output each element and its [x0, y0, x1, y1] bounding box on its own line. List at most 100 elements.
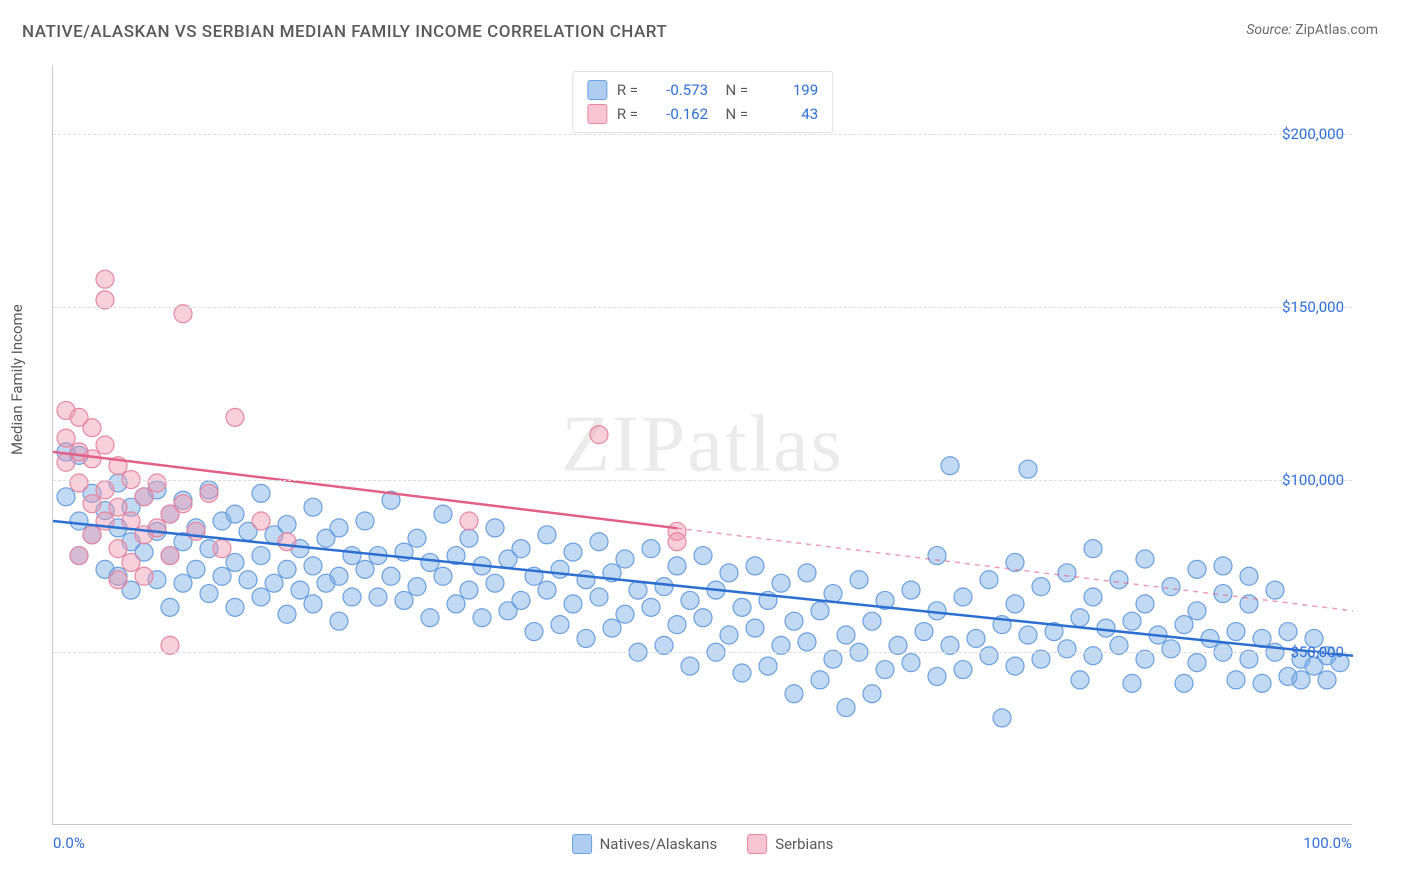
y-tick-label: $150,000 [1282, 298, 1344, 316]
data-point [226, 505, 244, 523]
data-point [1123, 674, 1141, 692]
data-point [252, 484, 270, 502]
data-point [668, 533, 686, 551]
data-point [304, 557, 322, 575]
data-point [330, 612, 348, 630]
data-point [837, 626, 855, 644]
data-point [590, 426, 608, 444]
data-point [1123, 612, 1141, 630]
data-point [1266, 581, 1284, 599]
data-point [1032, 578, 1050, 596]
data-point [1058, 640, 1076, 658]
data-point [408, 529, 426, 547]
data-point [837, 699, 855, 717]
data-point [148, 519, 166, 537]
source-prefix: Source: [1246, 22, 1295, 38]
data-point [109, 571, 127, 589]
data-point [1162, 640, 1180, 658]
data-point [941, 457, 959, 475]
data-point [1084, 647, 1102, 665]
data-point [356, 560, 374, 578]
data-point [811, 602, 829, 620]
gridline [53, 652, 1352, 653]
data-point [1188, 654, 1206, 672]
y-tick-label: $50,000 [1290, 643, 1344, 661]
data-point [733, 664, 751, 682]
data-point [96, 481, 114, 499]
data-point [902, 654, 920, 672]
data-point [1136, 595, 1154, 613]
gridline [53, 307, 1352, 308]
data-point [993, 709, 1011, 727]
data-point [473, 609, 491, 627]
data-point [759, 657, 777, 675]
data-point [915, 623, 933, 641]
data-point [226, 598, 244, 616]
data-point [213, 540, 231, 558]
data-point [226, 553, 244, 571]
data-point [265, 574, 283, 592]
y-axis-label: Median Family Income [8, 304, 26, 455]
data-point [1188, 602, 1206, 620]
data-point [1175, 616, 1193, 634]
data-point [447, 595, 465, 613]
data-point [486, 574, 504, 592]
data-point [1227, 623, 1245, 641]
legend-swatch [747, 834, 767, 854]
data-point [668, 616, 686, 634]
data-point [161, 598, 179, 616]
data-point [954, 588, 972, 606]
data-point [1318, 671, 1336, 689]
data-point [57, 488, 75, 506]
data-point [1201, 629, 1219, 647]
data-point [980, 647, 998, 665]
data-point [213, 567, 231, 585]
data-point [798, 633, 816, 651]
data-point [330, 519, 348, 537]
data-point [278, 605, 296, 623]
data-point [343, 588, 361, 606]
data-point [382, 567, 400, 585]
data-point [1097, 619, 1115, 637]
data-point [356, 512, 374, 530]
data-point [603, 619, 621, 637]
data-point [1175, 674, 1193, 692]
x-tick-max: 100.0% [1303, 834, 1352, 852]
data-point [551, 616, 569, 634]
data-point [577, 629, 595, 647]
source-name: ZipAtlas.com [1295, 22, 1378, 38]
data-point [642, 540, 660, 558]
series-legend: Natives/AlaskansSerbians [572, 834, 834, 854]
chart-title: NATIVE/ALASKAN VS SERBIAN MEDIAN FAMILY … [22, 22, 667, 42]
data-point [1214, 557, 1232, 575]
legend-swatch [587, 80, 607, 100]
data-point [538, 526, 556, 544]
data-point [1019, 460, 1037, 478]
data-point [109, 540, 127, 558]
data-point [96, 270, 114, 288]
data-point [291, 581, 309, 599]
data-point [616, 605, 634, 623]
legend-n-value: 43 [758, 102, 818, 126]
data-point [512, 540, 530, 558]
data-point [525, 623, 543, 641]
data-point [421, 609, 439, 627]
data-point [824, 585, 842, 603]
data-point [200, 585, 218, 603]
data-point [460, 581, 478, 599]
data-point [408, 578, 426, 596]
legend-item: Natives/Alaskans [572, 834, 718, 854]
data-point [746, 557, 764, 575]
legend-n-label: N = [718, 102, 748, 126]
legend-n-label: N = [718, 78, 748, 102]
data-point [590, 533, 608, 551]
data-point [83, 450, 101, 468]
data-point [1084, 588, 1102, 606]
legend-r-label: R = [617, 102, 638, 126]
data-point [863, 612, 881, 630]
data-point [70, 547, 88, 565]
data-point [200, 484, 218, 502]
data-point [863, 685, 881, 703]
data-point [161, 547, 179, 565]
data-point [655, 578, 673, 596]
